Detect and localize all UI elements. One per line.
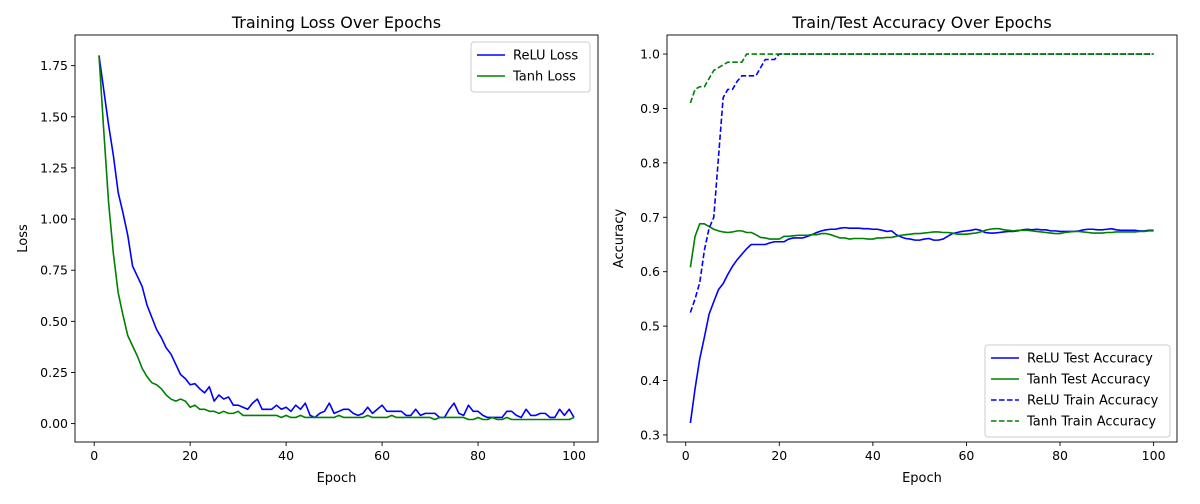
legend-box	[984, 344, 1171, 438]
y-tick-label: 0.5	[640, 319, 660, 334]
y-tick-label: 1.50	[40, 109, 68, 124]
x-tick-label: 40	[278, 448, 294, 463]
y-tick-label: 1.0	[640, 47, 660, 62]
x-tick-label: 0	[682, 448, 690, 463]
x-tick-label: 20	[182, 448, 198, 463]
series-line-tanh-loss	[98, 55, 575, 421]
x-tick-label: 60	[374, 448, 390, 463]
y-tick-label: 0.4	[640, 373, 660, 388]
legend-label: Tanh Test Accuracy	[1026, 373, 1151, 388]
y-tick-label: 0.9	[640, 101, 660, 116]
chart-2: 0 20 40 60 80 100 0.3 0.4 0.5 0.6 0.7 0.8 0.9 1.0 Trai…	[612, 13, 1178, 486]
legend: ReLU Test Accuracy Tanh Test Accuracy ReLU…	[984, 344, 1171, 438]
x-tick-label: 60	[958, 448, 974, 463]
legend: ReLU Loss Tanh Loss	[470, 41, 591, 93]
legend-label: Tanh Train Accuracy	[1026, 415, 1156, 430]
y-tick-label: 0.25	[40, 365, 68, 380]
x-tick-label: 0	[90, 448, 98, 463]
y-axis-title: Loss	[16, 224, 31, 253]
y-tick-label: 1.25	[40, 160, 68, 175]
x-axis-title: Epoch	[317, 471, 357, 486]
x-tick-label: 80	[1052, 448, 1068, 463]
x-tick-label: 100	[562, 448, 586, 463]
chart-title: Train/Test Accuracy Over Epochs	[791, 13, 1051, 32]
series-line-tanh-train-accuracy	[689, 53, 1154, 104]
x-tick-label: 100	[1142, 448, 1166, 463]
x-tick-label: 80	[470, 448, 486, 463]
y-tick-label: 0.3	[640, 427, 660, 442]
x-tick-label: 40	[865, 448, 881, 463]
plot-area	[74, 34, 599, 443]
y-tick-label: 0.50	[40, 314, 68, 329]
legend-label: ReLU Train Accuracy	[1027, 394, 1159, 409]
y-tick-label: 0.7	[640, 210, 660, 225]
legend-label: ReLU Test Accuracy	[1027, 352, 1153, 367]
y-tick-label: 0.8	[640, 155, 660, 170]
chart-title: Training Loss Over Epochs	[231, 13, 441, 32]
chart-1: 0 20 40 60 80 100 0.00 0.25 0.50 0.75 1.00 1.25 1.50…	[16, 13, 599, 486]
y-tick-label: 1.75	[40, 58, 68, 73]
y-axis-title: Accuracy	[612, 209, 627, 269]
legend-label: ReLU Loss	[513, 49, 578, 64]
y-tick-label: 0.75	[40, 263, 68, 278]
x-axis-title: Epoch	[902, 471, 942, 486]
y-tick-label: 0.6	[640, 264, 660, 279]
legend-label: Tanh Loss	[512, 70, 576, 85]
y-tick-label: 0.00	[40, 416, 68, 431]
series-line-tanh-test-accuracy	[689, 223, 1154, 268]
series-line-relu-loss	[98, 55, 575, 419]
x-tick-label: 20	[771, 448, 787, 463]
y-tick-label: 1.00	[40, 212, 68, 227]
